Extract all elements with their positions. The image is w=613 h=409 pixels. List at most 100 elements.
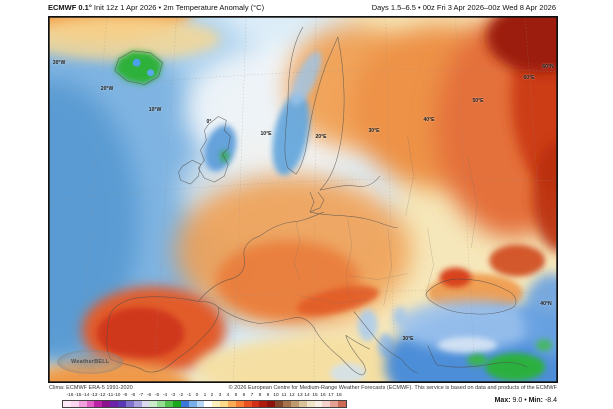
title-bar: ECMWF 0.1° Init 12z 1 Apr 2026 • 2m Temp… bbox=[48, 2, 556, 13]
colorbar-cell bbox=[102, 400, 111, 407]
colorbar-cell bbox=[196, 400, 205, 407]
colorbar-tick: -4 bbox=[162, 392, 168, 398]
anomaly-field-svg bbox=[49, 17, 557, 382]
separator-dot: • bbox=[524, 396, 527, 404]
colorbar-cell bbox=[173, 400, 181, 407]
colorbar-cell bbox=[251, 400, 260, 407]
colorbar-tick: -2 bbox=[178, 392, 183, 398]
colorbar-tick: 8 bbox=[258, 392, 262, 398]
colorbar-tick: 3 bbox=[218, 392, 222, 398]
min-value: -8.4 bbox=[544, 396, 557, 404]
colorbar-cell bbox=[188, 400, 197, 407]
colorbar-tick: -5 bbox=[154, 392, 160, 398]
colorbar-cell bbox=[110, 400, 119, 407]
colorbar-cell bbox=[125, 400, 134, 407]
colorbar-cell bbox=[290, 400, 299, 407]
colorbar-tick: -16 bbox=[66, 392, 74, 398]
colorbar-tick: -10 bbox=[113, 392, 121, 398]
colorbar-tick: 16 bbox=[320, 392, 326, 398]
colorbar-cell bbox=[212, 400, 221, 407]
colorbar-tick: -15 bbox=[74, 392, 82, 398]
graticule-label: 60°E bbox=[523, 75, 535, 81]
graticule-label: 30°E bbox=[368, 128, 380, 134]
colorbar-cell bbox=[228, 400, 236, 407]
colorbar-tick: 14 bbox=[304, 392, 311, 398]
graticule-label: 60°N bbox=[542, 64, 554, 70]
colorbar-tick: -8 bbox=[131, 392, 136, 398]
max-label: Max: bbox=[494, 396, 511, 404]
colorbar-tick: -11 bbox=[106, 392, 113, 398]
colorbar-tick: -6 bbox=[146, 392, 152, 398]
colorbar-cell bbox=[118, 400, 126, 407]
colorbar-tick: -7 bbox=[139, 392, 144, 398]
attribution-row: Clima: ECMWF ERA-5 1991-2020 © 2026 Euro… bbox=[49, 385, 557, 391]
colorbar-tick: 18 bbox=[336, 392, 342, 398]
min-label: Min: bbox=[528, 396, 543, 404]
colorbar-cell bbox=[306, 400, 315, 407]
colorbar-cell bbox=[157, 400, 166, 407]
colorbar-cell bbox=[314, 400, 323, 407]
graticule-label: 40°E bbox=[423, 117, 435, 123]
colorbar-tick: -3 bbox=[170, 392, 175, 398]
colorbar-cell bbox=[283, 400, 291, 407]
graticule-label: 20°E bbox=[315, 134, 327, 140]
anomaly-map: 30°W 20°W 10°W 0° 10°E 20°E 30°E 40°E 50°E 60°E 60… bbox=[48, 16, 558, 383]
colorbar-tick: 2 bbox=[211, 392, 214, 398]
colorbar-tick: -1 bbox=[186, 392, 191, 398]
colorbar-cell bbox=[298, 400, 307, 407]
valid-range: Days 1.5–6.5 • 00z Fri 3 Apr 2026–00z We… bbox=[371, 3, 556, 12]
colorbar-tick: 17 bbox=[328, 392, 334, 398]
weatherbell-watermark: WeatherBELL bbox=[57, 350, 123, 374]
colorbar-cell bbox=[330, 400, 339, 407]
colorbar-cell bbox=[94, 400, 103, 407]
colorbar-cell bbox=[220, 400, 229, 407]
max-min-readout: Max: 9.0 • Min: -8.4 bbox=[495, 397, 557, 404]
colorbar-cell bbox=[267, 400, 276, 407]
watermark-text: WeatherBELL bbox=[70, 359, 110, 365]
colorbar-cell bbox=[243, 400, 252, 407]
colorbar-tick: -13 bbox=[90, 392, 98, 398]
colorbar-cell bbox=[149, 400, 158, 407]
colorbar-tick: 6 bbox=[242, 392, 246, 398]
colorbar-cell bbox=[180, 400, 189, 407]
graticule-label: 50°E bbox=[472, 98, 484, 104]
colorbar-cell bbox=[141, 400, 150, 407]
colorbar-tick: 5 bbox=[234, 392, 238, 398]
colorbar-cell bbox=[70, 400, 79, 407]
graticule-label: 40°N bbox=[540, 301, 552, 307]
max-value: 9.0 bbox=[512, 396, 523, 404]
colorbar-tick: 9 bbox=[266, 392, 270, 398]
colorbar-tick: -14 bbox=[82, 392, 90, 398]
init-and-parameter: Init 12z 1 Apr 2026 • 2m Temperature Ano… bbox=[91, 3, 265, 12]
colorbar-tick: 1 bbox=[203, 392, 206, 398]
colorbar-cell bbox=[204, 400, 213, 407]
graticule-label: 10°E bbox=[260, 131, 272, 137]
colorbar-tick: -9 bbox=[123, 392, 128, 398]
colorbar bbox=[62, 399, 347, 408]
colorbar-cell bbox=[338, 400, 346, 407]
graticule-label: 0° bbox=[206, 119, 212, 125]
colorbar-cell bbox=[275, 400, 284, 407]
graticule-label: 20°W bbox=[100, 86, 114, 92]
colorbar-tick-labels: -16 -15 -14 -13 -12 -11 -10 -9 -8 -7 -6 -5 -4 -3 -2 -1 0… bbox=[62, 392, 347, 399]
colorbar-tick: 11 bbox=[281, 392, 287, 398]
colorbar-tick: 12 bbox=[288, 392, 295, 398]
coastlines bbox=[106, 26, 528, 376]
colorbar-cell bbox=[235, 400, 244, 407]
graticule-label: 10°W bbox=[148, 107, 162, 113]
colorbar-cell bbox=[322, 400, 331, 407]
colorbar-cell bbox=[63, 400, 71, 407]
colorbar-tick: 4 bbox=[226, 392, 230, 398]
country-borders bbox=[293, 136, 478, 306]
graticule-label: 30°E bbox=[402, 336, 414, 342]
map-title: ECMWF 0.1° Init 12z 1 Apr 2026 • 2m Temp… bbox=[48, 3, 264, 12]
colorbar-tick: 10 bbox=[273, 392, 279, 398]
colorbar-tick: 7 bbox=[250, 392, 254, 398]
colorbar-cell bbox=[259, 400, 268, 407]
copyright-note: © 2026 European Centre for Medium-Range … bbox=[228, 384, 557, 391]
colorbar-tick: -12 bbox=[98, 392, 106, 398]
colorbar-cell bbox=[133, 400, 142, 407]
colorbar-tick: 13 bbox=[296, 392, 303, 398]
climatology-note: Clima: ECMWF ERA-5 1991-2020 bbox=[49, 384, 133, 391]
